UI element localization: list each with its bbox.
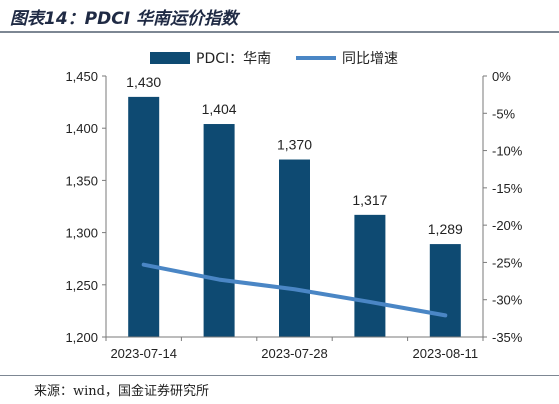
data-label: 1,317 (352, 192, 387, 208)
x-tick-label: 2023-08-11 (413, 346, 479, 361)
y-tick-label: 1,400 (65, 121, 98, 136)
source-note: 来源：wind，国金证券研究所 (34, 384, 209, 399)
legend: PDCI：华南 同比增速 (150, 51, 398, 67)
data-label: 1,404 (202, 101, 237, 117)
chart: PDCI：华南 同比增速 1,430 1,404 1,370 1,317 1,289 1… (65, 51, 523, 361)
legend-swatch-bar (150, 52, 190, 64)
y2-tick-label: -5% (492, 106, 516, 121)
x-tick-label: 2023-07-14 (110, 346, 177, 361)
data-label: 1,289 (428, 221, 463, 237)
y-tick-label: 1,300 (65, 226, 98, 241)
legend-label-bar: PDCI：华南 (196, 51, 271, 67)
y2-tick-label: -30% (492, 293, 523, 308)
y-tick-label: 1,450 (65, 69, 98, 84)
y-tick-label: 1,350 (65, 173, 98, 188)
bar (128, 96, 160, 337)
y2-tick-label: -15% (492, 181, 523, 196)
bar (354, 214, 386, 337)
y2-tick-label: 0% (492, 69, 511, 84)
bar (279, 159, 310, 337)
bar (429, 244, 461, 337)
title-divider (0, 31, 559, 33)
figure-title: 图表14：PDCI 华南运价指数 (10, 9, 238, 29)
y2-tick-label: -10% (492, 144, 523, 159)
y2-tick-label: -20% (492, 218, 523, 233)
legend-label-line: 同比增速 (342, 51, 398, 67)
y2-tick-label: -25% (492, 255, 523, 270)
data-label: 1,430 (126, 74, 161, 90)
x-tick-label: 2023-07-28 (261, 346, 328, 361)
data-label: 1,370 (277, 137, 312, 153)
y-tick-label: 1,200 (65, 330, 98, 345)
yoy-line (141, 262, 448, 318)
y-tick-label: 1,250 (65, 278, 98, 293)
source-divider (0, 375, 559, 376)
bar (203, 124, 235, 337)
y2-tick-label: -35% (492, 330, 523, 345)
